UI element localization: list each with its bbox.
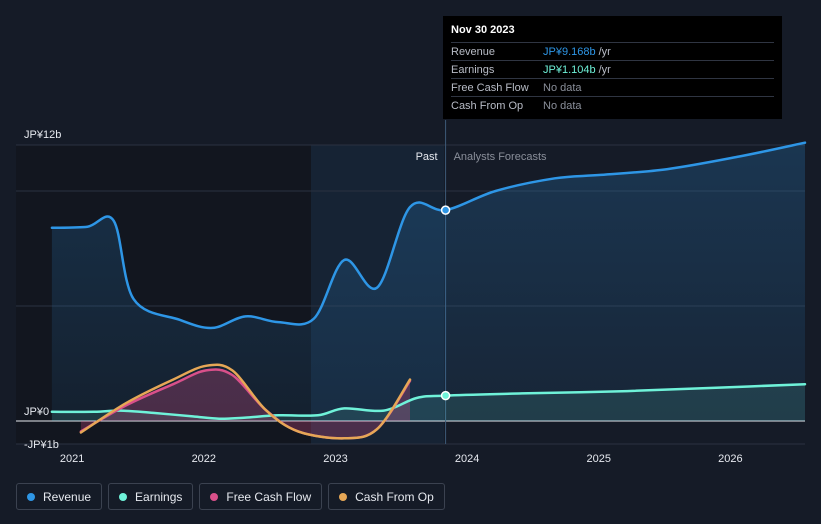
tooltip-value: No data (543, 81, 582, 94)
x-tick-label: 2023 (323, 453, 347, 465)
x-tick-label: 2026 (718, 453, 742, 465)
revenue-line (50, 141, 807, 330)
legend-item-revenue[interactable]: Revenue (16, 483, 103, 510)
legend-dot-icon (27, 492, 35, 501)
legend-item-earnings[interactable]: Earnings (108, 483, 194, 510)
tooltip-label: Earnings (451, 63, 495, 76)
cash-from-op-line (79, 363, 412, 440)
tooltip-unit: /yr (598, 45, 611, 58)
legend-label: Free Cash Flow (226, 489, 312, 504)
tooltip-value: JP¥9.168b (543, 45, 596, 58)
forecast-label: Analysts Forecasts (454, 151, 547, 163)
past-label: Past (416, 151, 438, 163)
legend-label: Revenue (43, 489, 92, 504)
tooltip-date: Nov 30 2023 (451, 24, 515, 36)
y-tick-label: JP¥12b (24, 129, 61, 141)
tooltip-row-cash-from-op: Cash From Op No data (451, 96, 774, 114)
tooltip-value: No data (543, 99, 582, 112)
tooltip-label: Free Cash Flow (451, 81, 529, 94)
x-tick-label: 2024 (455, 453, 479, 465)
x-tick-label: 2022 (192, 453, 216, 465)
highlight-points (440, 205, 451, 401)
legend-dot-icon (339, 492, 348, 501)
tooltip-value: JP¥1.104b (543, 63, 596, 76)
x-tick-label: 2021 (60, 453, 84, 465)
series-areas (51, 142, 805, 439)
legend-item-free-cash-flow[interactable]: Free Cash Flow (199, 483, 323, 510)
legend: Revenue Earnings Free Cash Flow Cash Fro… (16, 483, 445, 510)
free-cash-flow-area (80, 369, 411, 439)
y-tick-label: JP¥0 (24, 406, 49, 418)
tooltip-unit: /yr (598, 63, 611, 76)
earnings-highlight-point (440, 390, 451, 401)
series-lines (50, 141, 807, 440)
revenue-area (51, 142, 805, 421)
tooltip-row-revenue: Revenue JP¥9.168b /yr (451, 42, 774, 60)
legend-dot-icon (119, 492, 128, 501)
y-tick-label: -JP¥1b (24, 439, 59, 451)
legend-item-cash-from-op[interactable]: Cash From Op (328, 483, 445, 510)
x-tick-label: 2025 (587, 453, 611, 465)
revenue-highlight-point (440, 205, 451, 215)
earnings-line (50, 382, 807, 420)
tooltip: Nov 30 2023 Revenue JP¥9.168b /yr Earnin… (443, 16, 782, 119)
tooltip-label: Cash From Op (451, 99, 524, 112)
tooltip-row-free-cash-flow: Free Cash Flow No data (451, 78, 774, 96)
tooltip-label: Revenue (451, 45, 496, 58)
legend-label: Cash From Op (355, 489, 434, 504)
legend-label: Earnings (135, 489, 183, 504)
legend-dot-icon (210, 492, 219, 501)
tooltip-row-earnings: Earnings JP¥1.104b /yr (451, 60, 774, 78)
earnings-area (51, 384, 805, 421)
